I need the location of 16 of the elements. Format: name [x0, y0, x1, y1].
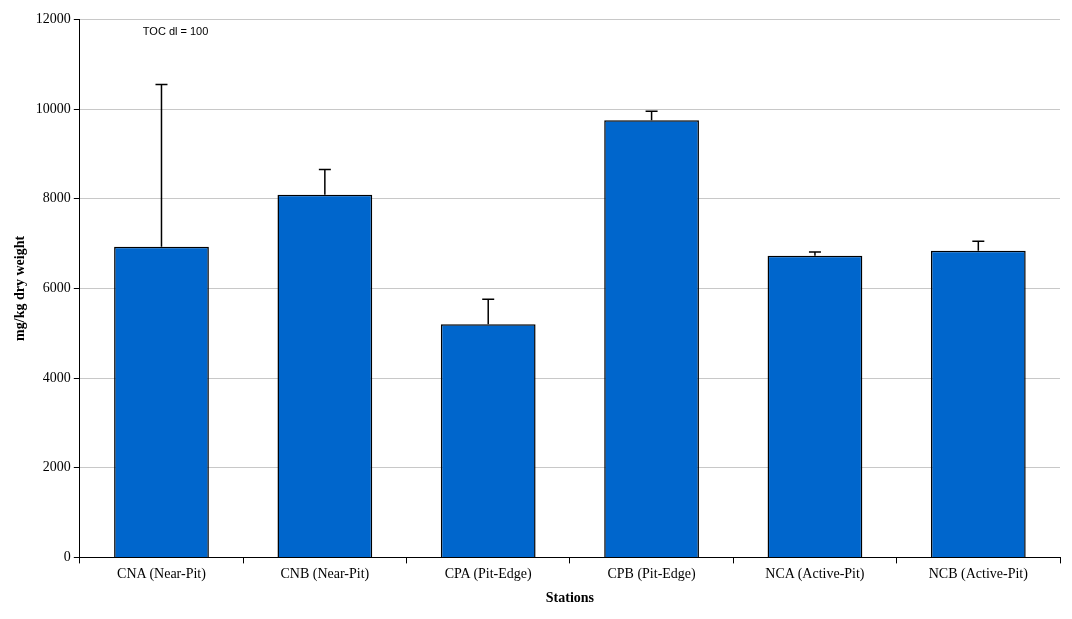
y-tick-label: 12000: [35, 11, 71, 27]
y-tick-label: 10000: [35, 100, 71, 116]
x-tick-label: NCA (Active-Pit): [765, 566, 865, 583]
y-tick-label: 2000: [42, 459, 71, 475]
x-tick-label: CNB (Near-Pit): [280, 566, 370, 583]
y-tick-label: 0: [63, 549, 71, 565]
x-tick-label: CPB (Pit-Edge): [607, 566, 697, 583]
x-tick-label: CNA (Near-Pit): [117, 566, 207, 583]
annotation: TOC dl = 100: [142, 24, 209, 37]
x-axis-title: Stations: [545, 590, 595, 606]
y-tick-label: 8000: [42, 190, 71, 206]
y-tick-label: 6000: [42, 280, 71, 296]
x-tick-label: CPA (Pit-Edge): [444, 566, 533, 583]
y-axis-title: mg/kg dry weight: [12, 235, 28, 341]
y-tick-label: 4000: [42, 369, 71, 385]
x-tick-label: NCB (Active-Pit): [928, 566, 1029, 583]
